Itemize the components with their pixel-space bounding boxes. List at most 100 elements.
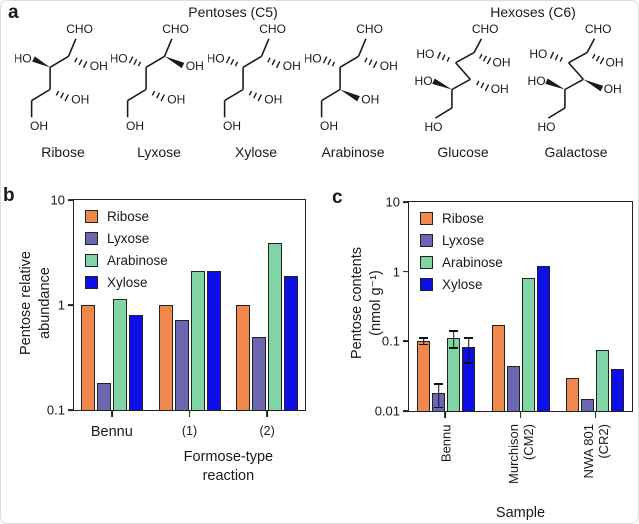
legend-item-arabinose: Arabinose (420, 255, 503, 270)
y-tick-label: 0.1 (381, 333, 400, 349)
terminal-hydroxyl-label: HO (537, 120, 555, 134)
hash-bond (480, 82, 485, 89)
category-label-line: (CM2) (520, 424, 536, 461)
molecule-name: Lyxose (137, 144, 181, 160)
aldehyde-label: CHO (259, 22, 286, 36)
legend-swatch-arabinose (420, 256, 433, 269)
error-bar-line (437, 383, 440, 409)
hash-bond (248, 90, 253, 96)
hash-bond (225, 56, 231, 64)
hydroxyl-label: OH (264, 92, 282, 106)
legend-item-xylose: Xylose (85, 275, 168, 290)
terminal-hydroxyl-label: OH (320, 119, 338, 133)
bond (127, 88, 147, 102)
x-tick-mark (594, 412, 597, 418)
hash-bond (74, 57, 78, 63)
hash-bond (128, 56, 134, 64)
bar-arabinose-murchison-cm2 (521, 278, 535, 411)
hydroxyl-label: OH (186, 59, 204, 73)
bond (145, 55, 165, 69)
legend-label-xylose: Xylose (107, 275, 148, 290)
bond (49, 55, 69, 69)
bond (455, 51, 475, 64)
bar-xylose-bennu (129, 315, 144, 410)
molecule-ribose: CHO OH HO OH OH Ribose (15, 21, 111, 160)
hash-bond (554, 54, 559, 61)
panel-b-y-axis-title: Pentose relative abundance (17, 203, 55, 403)
legend-swatch-ribose (420, 212, 433, 225)
y-tick-mark (68, 304, 74, 306)
legend-label-arabinose: Arabinose (442, 255, 503, 270)
y-axis-title-line: abundance (37, 267, 53, 339)
category-label-2: (2) (259, 424, 275, 438)
hash-bond (331, 61, 336, 67)
wedge-bond (340, 89, 360, 102)
panel-b-label: b (3, 185, 15, 206)
molecule-name: Galactose (544, 144, 608, 160)
panel-c-y-axis-title: Pentose contents (nmol g⁻¹) (348, 203, 386, 403)
hash-bond (267, 57, 271, 63)
bond (260, 38, 270, 57)
hash-bond (368, 59, 373, 66)
error-bar-cap-top (449, 330, 459, 332)
hash-bond (599, 57, 605, 65)
error-bar-cap-bottom (449, 347, 459, 349)
hash-bond (476, 80, 480, 86)
terminal-hydroxyl-label: HO (424, 120, 442, 134)
hydroxyl-label: HO (528, 74, 546, 88)
legend-swatch-lyxose (420, 234, 433, 247)
y-tick-label: 1 (57, 297, 65, 313)
hash-bond (327, 58, 332, 65)
bond (224, 88, 244, 102)
panel-c-label: c (332, 187, 343, 208)
category-label-line: NWA 801 (580, 424, 596, 479)
legend-swatch-xylose (420, 278, 433, 291)
x-axis-title-line: reaction (202, 468, 255, 484)
error-bar-cap-top (434, 383, 444, 385)
legend-label-xylose: Xylose (442, 277, 483, 292)
hydroxyl-label: HO (208, 52, 225, 66)
legend: Ribose Lyxose Arabinose Xylose (420, 211, 503, 292)
bar-xylose-2 (283, 275, 298, 410)
hash-bond (78, 59, 83, 66)
legend-swatch-arabinose (85, 254, 98, 267)
y-tick-label: 10 (50, 192, 65, 208)
hydroxyl-label: OH (493, 55, 511, 69)
hash-bond (275, 61, 281, 69)
aldehyde-label: CHO (472, 22, 499, 36)
bar-ribose-murchison-cm2 (491, 325, 505, 411)
bar-arabinose-nwa-801-cr2 (595, 350, 609, 411)
legend-label-ribose: Ribose (442, 211, 485, 226)
error-bar-cap-bottom (434, 406, 444, 409)
bond (455, 62, 471, 80)
hexoses-heading: Hexoses (C6) (490, 4, 576, 20)
legend-item-ribose: Ribose (85, 209, 168, 224)
bar-lyxose-1 (174, 319, 189, 410)
hash-bond (549, 51, 555, 59)
hydroxyl-label: OH (606, 55, 624, 69)
hash-bond (160, 94, 165, 102)
molecule-name: Ribose (41, 144, 85, 160)
bond (568, 51, 588, 64)
molecule-galactose: CHO OH HO OH HO HO Galactose (528, 21, 624, 160)
legend-item-xylose: Xylose (420, 277, 503, 292)
bar-xylose-nwa-801-cr2 (610, 369, 624, 411)
bond (434, 107, 453, 119)
hydroxyl-label: OH (380, 59, 398, 73)
pentoses-heading: Pentoses (C5) (188, 4, 278, 20)
hydroxyl-label: OH (167, 92, 185, 106)
legend-swatch-ribose (85, 210, 98, 223)
bar-lyxose-murchison-cm2 (506, 366, 520, 411)
bar-arabinose-1 (190, 271, 205, 410)
y-tick-mark (403, 201, 409, 203)
bar-xylose-1 (206, 271, 221, 410)
hash-bond (595, 55, 600, 62)
y-axis-title-line: Pentose relative (18, 251, 34, 355)
molecule-name: Glucose (437, 144, 489, 160)
legend-item-ribose: Ribose (420, 211, 503, 226)
hydroxyl-label: OH (71, 92, 89, 106)
error-bar-cap-top (419, 337, 429, 339)
hash-bond (156, 92, 161, 99)
panel-c-x-axis: Bennu Murchison (CM2) NWA 801 (CR2) Sample (408, 412, 633, 523)
wedge-bond (32, 56, 51, 68)
